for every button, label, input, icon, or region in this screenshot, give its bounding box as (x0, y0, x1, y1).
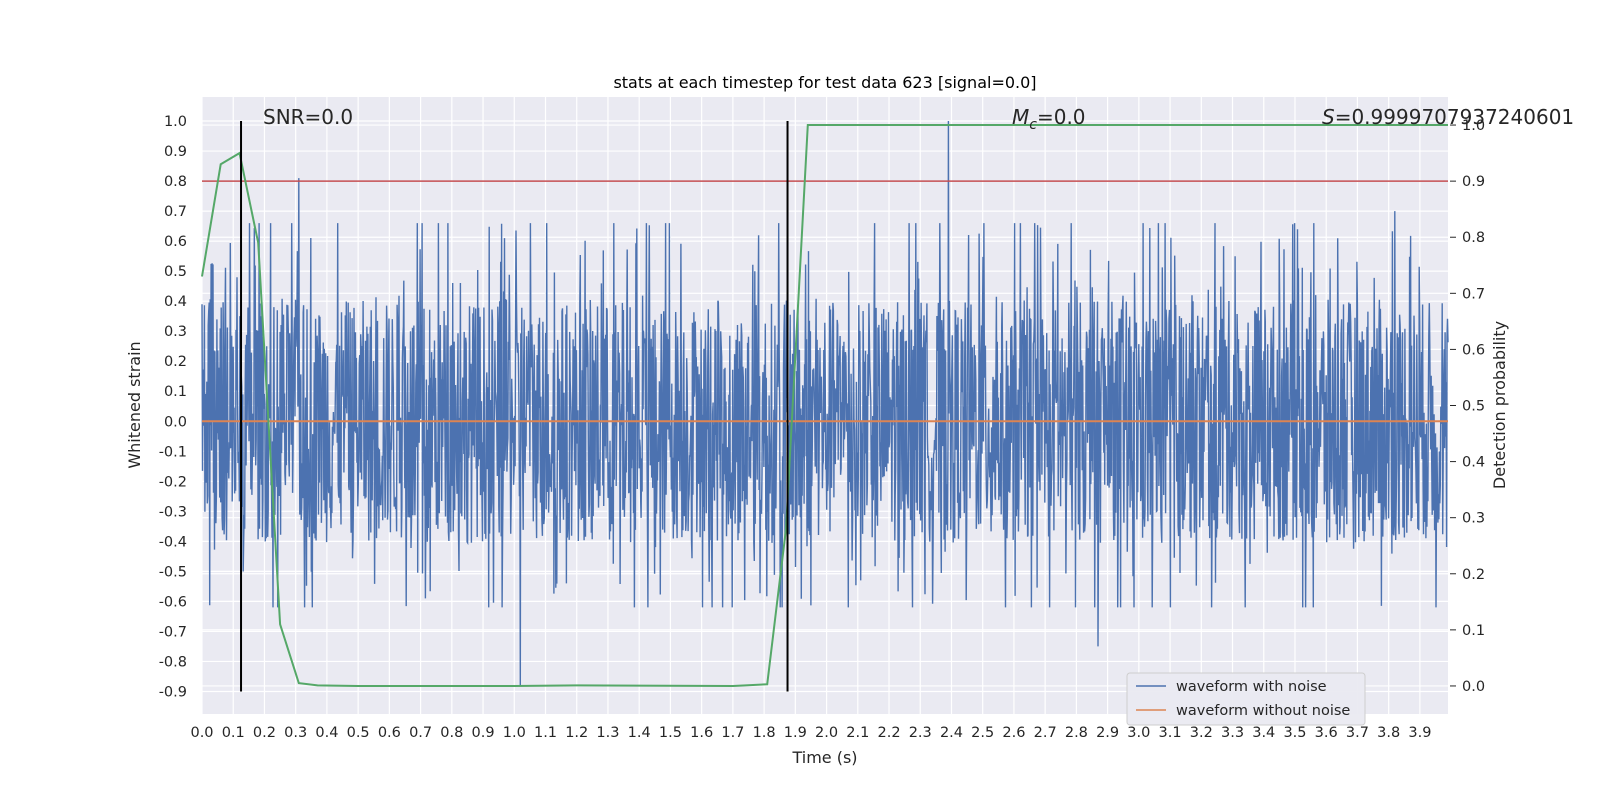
y-axis-label: Whitened strain (125, 341, 144, 468)
x-tick-label: 1.4 (628, 725, 651, 741)
y2-tick-label: 0.1 (1462, 623, 1485, 639)
x-tick-label: 3.9 (1408, 725, 1431, 741)
x-tick-label: 1.1 (534, 725, 557, 741)
s-value: =0.9999707937240601 (1335, 105, 1574, 129)
y-tick-label: 0.1 (164, 384, 187, 400)
x-tick-label: 0.5 (347, 725, 370, 741)
x-tick-label: 2.2 (877, 725, 900, 741)
overlays (201, 121, 1448, 692)
x-tick-label: 2.6 (1002, 725, 1025, 741)
snr-annotation: SNR=0.0 (263, 105, 353, 129)
y-tick-label: 0.8 (164, 174, 187, 190)
y-tick-label: 0.2 (164, 354, 187, 370)
y2-tick-label: 0.0 (1462, 679, 1485, 695)
x-tick-label: 3.8 (1377, 725, 1400, 741)
noise-line (201, 120, 1449, 686)
x-tick-label: 1.0 (503, 725, 526, 741)
y-tick-label: -0.3 (159, 504, 187, 520)
x-tick-label: 2.5 (971, 725, 994, 741)
x-tick-label: 3.5 (1283, 725, 1306, 741)
y2-axis-label: Detection probability (1490, 321, 1509, 489)
y2-tick-label: 0.6 (1462, 342, 1485, 358)
y-tick-label: 0.7 (164, 204, 187, 220)
y2-tick-label: 0.9 (1462, 174, 1485, 190)
y-tick-label: 0.6 (164, 234, 187, 250)
y-tick-label: 0.9 (164, 144, 187, 160)
y-tick-label: -0.7 (159, 624, 187, 640)
x-tick-label: 3.2 (1190, 725, 1213, 741)
x-tick-label: 1.6 (690, 725, 713, 741)
y-tick-label: 0.5 (164, 264, 187, 280)
x-tick-label: 3.1 (1159, 725, 1182, 741)
x-tick-label: 3.6 (1315, 725, 1338, 741)
y2-tick-label: 0.7 (1462, 286, 1485, 302)
y2-tick-label: 0.2 (1462, 567, 1485, 583)
y-tick-label: -0.5 (159, 564, 187, 580)
s-annotation: S=0.9999707937240601 (1322, 105, 1574, 129)
y-tick-label: -0.6 (159, 594, 187, 610)
y2-tick-label: 0.5 (1462, 399, 1485, 415)
x-tick-label: 0.7 (409, 725, 432, 741)
x-axis-label: Time (s) (791, 748, 857, 767)
legend-label-noise: waveform with noise (1176, 679, 1327, 695)
y2-tick-label: 0.4 (1462, 455, 1485, 471)
x-tick-label: 1.8 (753, 725, 776, 741)
x-tick-label: 0.6 (378, 725, 401, 741)
y-tick-label: 0.0 (164, 414, 187, 430)
s-symbol: S (1322, 105, 1335, 129)
x-tick-label: 3.0 (1127, 725, 1150, 741)
y-tick-label: -0.1 (159, 444, 187, 460)
x-tick-label: 0.1 (222, 725, 245, 741)
y-tick-label: -0.8 (159, 654, 187, 670)
x-tick-label: 2.1 (846, 725, 869, 741)
x-tick-label: 0.2 (253, 725, 276, 741)
x-tick-label: 2.7 (1034, 725, 1057, 741)
y-tick-label: -0.9 (159, 684, 187, 700)
chart-title: stats at each timestep for test data 623… (613, 73, 1036, 92)
x-tick-label: 1.2 (565, 725, 588, 741)
legend: waveform with noise waveform without noi… (1126, 672, 1366, 726)
x-tick-label: 1.5 (659, 725, 682, 741)
y2-tick-label: 1.0 (1462, 118, 1485, 134)
detection-probability-line (201, 124, 1448, 688)
x-tick-label: 0.3 (284, 725, 307, 741)
chirp-mass-subscript: c (1029, 117, 1037, 133)
x-tick-label: 1.7 (721, 725, 744, 741)
x-tick-label: 3.3 (1221, 725, 1244, 741)
ticks: 0.0 0.1 0.2 0.3 0.4 0.5 0.6 0.7 0.8 0.9 1.0 1.1 1.2 1… (159, 114, 1485, 741)
x-tick-label: 0.4 (315, 725, 338, 741)
y-tick-label: 0.4 (164, 294, 187, 310)
y-tick-label: -0.2 (159, 474, 187, 490)
chirp-mass-annotation: Mc=0.0 (1012, 105, 1086, 133)
legend-label-clean: waveform without noise (1176, 703, 1350, 719)
y2-tick-label: 0.3 (1462, 511, 1485, 527)
chirp-mass-value: =0.0 (1037, 105, 1086, 129)
series-waveform-with-noise (201, 120, 1449, 686)
legend-box (1126, 672, 1366, 726)
y-tick-label: 1.0 (164, 114, 187, 130)
x-tick-label: 2.4 (940, 725, 963, 741)
x-tick-label: 2.9 (1096, 725, 1119, 741)
x-tick-label: 0.8 (440, 725, 463, 741)
y2-tick-label: 0.8 (1462, 230, 1485, 246)
x-tick-label: 2.0 (815, 725, 838, 741)
x-tick-label: 0.9 (472, 725, 495, 741)
chirp-mass-symbol: M (1012, 105, 1029, 129)
x-tick-label: 0.0 (190, 725, 213, 741)
x-tick-label: 3.7 (1346, 725, 1369, 741)
x-tick-label: 1.3 (596, 725, 619, 741)
x-tick-label: 3.4 (1252, 725, 1275, 741)
x-tick-label: 2.3 (909, 725, 932, 741)
x-tick-label: 1.9 (784, 725, 807, 741)
x-tick-label: 2.8 (1065, 725, 1088, 741)
y-tick-label: 0.3 (164, 324, 187, 340)
y-tick-label: -0.4 (159, 534, 187, 550)
